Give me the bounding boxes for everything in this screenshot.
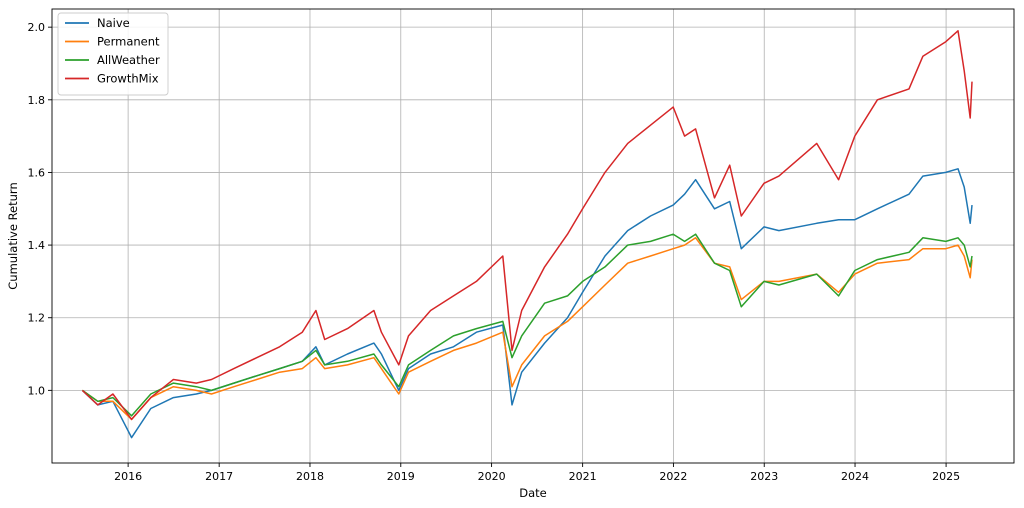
y-axis-ticks: 1.0 1.2 1.4 1.6 1.8 2.0 <box>28 21 52 397</box>
x-tick-label: 2023 <box>750 470 778 483</box>
legend-box <box>57 12 169 96</box>
legend: Naive Permanent AllWeather GrowthMix <box>57 12 169 96</box>
x-tick-label: 2025 <box>932 470 960 483</box>
legend-label-growthmix: GrowthMix <box>97 72 159 86</box>
y-tick-label: 1.4 <box>28 239 46 252</box>
series-line-permanent <box>81 237 973 421</box>
y-axis-label: Cumulative Return <box>6 182 20 289</box>
x-tick-label: 2020 <box>478 470 506 483</box>
plot-area-frame <box>51 8 1015 464</box>
x-axis-ticks: 2016 2017 2018 2019 2020 2021 2022 2023 2024 2025 <box>114 463 960 483</box>
y-tick-label: 1.0 <box>28 384 46 397</box>
x-gridlines <box>127 9 947 463</box>
series-line-growthmix <box>81 30 973 421</box>
series-line-allweather <box>81 233 973 417</box>
legend-label-naive: Naive <box>97 16 130 30</box>
x-tick-label: 2022 <box>659 470 687 483</box>
y-tick-label: 1.2 <box>28 312 46 325</box>
x-tick-label: 2024 <box>841 470 869 483</box>
y-tick-label: 1.8 <box>28 94 46 107</box>
x-tick-label: 2019 <box>387 470 415 483</box>
x-axis-label: Date <box>519 486 547 500</box>
legend-label-permanent: Permanent <box>97 35 160 49</box>
y-tick-label: 1.6 <box>28 166 46 179</box>
x-tick-label: 2017 <box>205 470 233 483</box>
y-tick-label: 2.0 <box>28 21 46 34</box>
legend-label-allweather: AllWeather <box>97 53 160 67</box>
x-tick-label: 2021 <box>569 470 597 483</box>
x-tick-label: 2018 <box>296 470 324 483</box>
x-tick-label: 2016 <box>114 470 142 483</box>
series-layer <box>81 30 973 439</box>
